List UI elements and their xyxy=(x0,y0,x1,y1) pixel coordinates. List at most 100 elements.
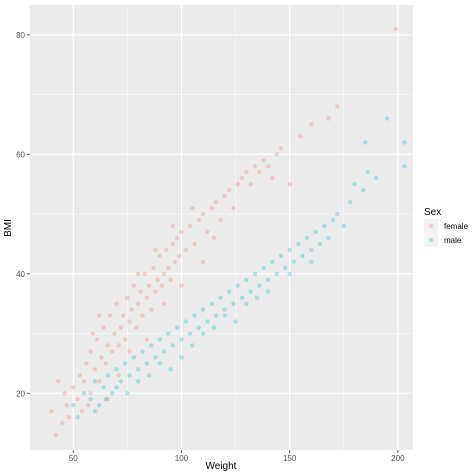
data-point-male xyxy=(174,325,180,330)
data-point-female xyxy=(49,408,54,414)
data-point-female xyxy=(172,259,178,265)
data-point-female xyxy=(127,319,132,324)
data-point-female xyxy=(99,355,104,360)
data-point-female xyxy=(148,307,154,312)
data-point-female xyxy=(335,104,340,109)
data-point-female xyxy=(94,337,100,342)
data-point-female xyxy=(222,193,227,199)
major-gridlines xyxy=(30,5,413,450)
data-point-male xyxy=(274,271,279,276)
data-point-female xyxy=(155,277,160,282)
data-point-female xyxy=(116,373,121,378)
data-point-male xyxy=(255,295,260,300)
data-point-female xyxy=(287,181,292,187)
data-point-female xyxy=(278,146,284,151)
data-point-female xyxy=(53,432,59,438)
data-points xyxy=(49,26,407,438)
data-point-male xyxy=(148,343,154,348)
data-point-female xyxy=(153,247,158,253)
data-point-female xyxy=(183,247,188,253)
data-point-female xyxy=(157,253,163,259)
x-tick-label: 150 xyxy=(283,454,297,463)
data-point-female xyxy=(97,379,102,384)
data-point-female xyxy=(75,397,80,402)
data-point-male xyxy=(101,385,106,390)
data-point-male xyxy=(330,217,336,223)
data-point-female xyxy=(116,343,121,348)
data-point-female xyxy=(79,408,85,414)
data-point-male xyxy=(270,259,275,265)
data-point-male xyxy=(131,355,137,360)
data-point-male xyxy=(192,313,197,318)
data-point-female xyxy=(170,223,176,229)
data-point-female xyxy=(84,361,89,366)
data-point-male xyxy=(287,271,292,276)
x-tick-label: 200 xyxy=(391,454,405,463)
data-point-male xyxy=(222,313,227,318)
data-point-female xyxy=(129,307,134,312)
data-point-male xyxy=(335,211,340,217)
data-point-male xyxy=(183,319,188,324)
data-point-female xyxy=(120,313,126,318)
data-point-female xyxy=(174,235,180,241)
data-point-female xyxy=(125,295,130,300)
data-point-female xyxy=(66,414,72,420)
data-point-female xyxy=(88,349,93,354)
x-tick-label: 50 xyxy=(69,454,78,463)
data-point-male xyxy=(92,379,98,384)
data-point-female xyxy=(110,349,115,354)
data-point-male xyxy=(218,295,223,300)
data-point-female xyxy=(153,289,158,294)
data-point-male xyxy=(287,247,292,253)
data-point-male xyxy=(211,325,217,330)
data-point-male xyxy=(187,331,193,336)
minor-gridlines xyxy=(30,5,413,450)
data-point-male xyxy=(71,403,76,408)
data-point-female xyxy=(196,217,201,223)
data-point-female xyxy=(298,134,303,139)
data-point-female xyxy=(107,313,113,318)
data-point-male xyxy=(196,325,201,330)
data-point-male xyxy=(153,355,158,360)
data-point-male xyxy=(265,277,271,282)
y-tick-label: 60 xyxy=(16,150,25,159)
data-point-male xyxy=(170,343,176,348)
data-point-male xyxy=(114,367,119,372)
data-point-female xyxy=(159,283,165,288)
data-point-male xyxy=(252,271,258,276)
data-point-male xyxy=(348,199,353,205)
data-point-female xyxy=(123,337,128,342)
data-point-female xyxy=(71,385,76,390)
data-point-female xyxy=(226,187,232,193)
data-point-male xyxy=(213,313,219,318)
data-point-male xyxy=(402,164,407,169)
data-point-male xyxy=(300,253,305,259)
data-point-female xyxy=(101,325,106,330)
data-point-female xyxy=(190,205,195,211)
data-point-female xyxy=(200,211,206,217)
legend: Sex female male xyxy=(424,207,469,247)
data-point-male xyxy=(222,307,227,312)
data-point-male xyxy=(291,259,297,265)
data-point-male xyxy=(261,265,266,271)
data-point-male xyxy=(110,391,115,396)
data-point-female xyxy=(77,373,82,378)
data-point-female xyxy=(211,235,217,241)
legend-key-female xyxy=(424,219,438,233)
legend-swatch-female xyxy=(428,223,434,229)
data-point-female xyxy=(231,205,236,211)
data-point-male xyxy=(309,259,314,265)
data-point-female xyxy=(142,271,147,276)
data-point-female xyxy=(168,277,173,282)
data-point-male xyxy=(235,283,240,288)
data-point-female xyxy=(144,337,150,342)
data-point-male xyxy=(374,176,379,181)
data-point-female xyxy=(270,176,275,181)
data-point-male xyxy=(317,241,323,247)
data-point-male xyxy=(265,289,271,294)
data-point-female xyxy=(252,164,258,169)
data-point-male xyxy=(313,229,318,235)
x-axis-ticks: 50 100 150 200 xyxy=(69,450,405,463)
data-point-female xyxy=(274,152,279,157)
data-point-female xyxy=(131,283,137,288)
